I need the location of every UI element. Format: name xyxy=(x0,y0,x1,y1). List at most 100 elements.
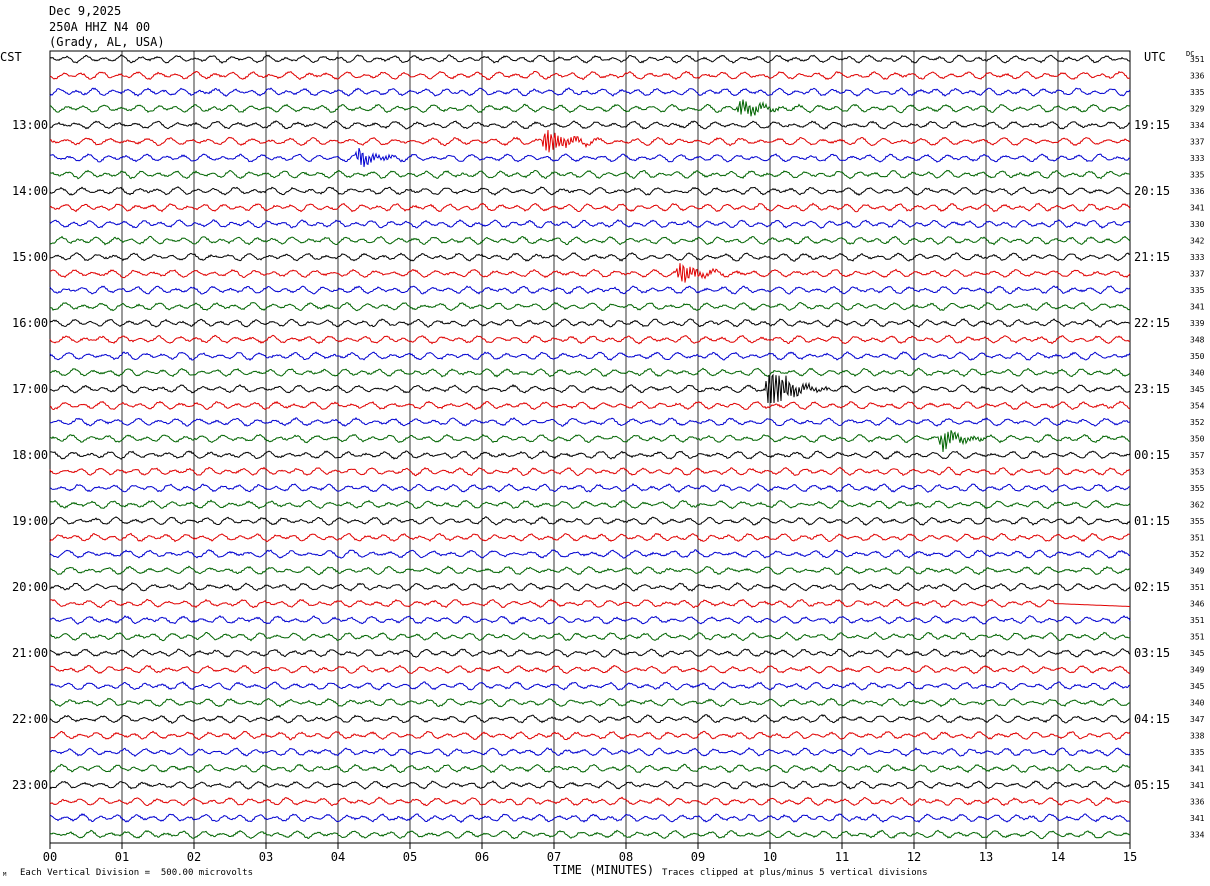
x-tick-label: 03 xyxy=(259,850,273,864)
x-axis-label: TIME (MINUTES) xyxy=(553,863,655,877)
clip-note: Traces clipped at plus/minus 5 vertical … xyxy=(662,868,928,878)
seismic-trace xyxy=(50,120,1131,130)
left-hour-label: 19:00 xyxy=(12,514,48,528)
dc-offset-label: 336 xyxy=(1190,72,1205,81)
seismic-trace xyxy=(49,549,1131,559)
left-hour-label: 22:00 xyxy=(12,712,48,726)
seismic-trace xyxy=(49,747,1131,758)
right-hour-label: 02:15 xyxy=(1134,580,1170,594)
seismic-trace xyxy=(49,54,1131,64)
seismic-trace xyxy=(49,263,1131,283)
seismic-trace xyxy=(49,186,1131,197)
x-tick-label: 06 xyxy=(475,850,489,864)
seismic-trace xyxy=(49,714,1130,724)
seismic-trace xyxy=(49,499,1131,510)
right-hour-label: 03:15 xyxy=(1134,646,1170,660)
seismic-trace xyxy=(49,235,1131,246)
dc-offset-label: 362 xyxy=(1190,501,1205,510)
right-hour-label: 05:15 xyxy=(1134,778,1170,792)
dc-offset-label: 329 xyxy=(1190,105,1205,114)
right-hour-label: 21:15 xyxy=(1134,250,1170,264)
seismic-trace xyxy=(49,129,1131,153)
right-hour-label: 01:15 xyxy=(1134,514,1170,528)
seismic-trace xyxy=(49,466,1131,477)
x-tick-label: 09 xyxy=(691,850,705,864)
seismic-trace xyxy=(49,780,1131,790)
dc-offset-label: 355 xyxy=(1190,517,1205,526)
dc-offset-label: 345 xyxy=(1190,682,1205,691)
chart-location: (Grady, AL, USA) xyxy=(49,35,165,49)
seismic-trace xyxy=(49,582,1131,592)
left-timezone-label: CST xyxy=(0,50,22,64)
dc-offset-label: 341 xyxy=(1190,765,1205,774)
x-tick-label: 05 xyxy=(403,850,417,864)
dc-offset-label: 351 xyxy=(1190,534,1205,543)
x-tick-label: 13 xyxy=(979,850,993,864)
seismic-trace xyxy=(49,697,1131,708)
x-tick-label: 08 xyxy=(619,850,633,864)
seismic-trace xyxy=(49,202,1131,213)
dc-offset-label: 337 xyxy=(1190,270,1205,279)
dc-offset-label: 351 xyxy=(1190,55,1205,64)
dc-offset-label: 335 xyxy=(1190,748,1205,757)
seismic-trace xyxy=(49,373,1131,404)
seismic-trace xyxy=(49,565,1131,576)
corner-mark: ᴹ xyxy=(2,872,8,882)
seismic-trace xyxy=(49,334,1131,345)
scale-note: Each Vertical Division = 500.00 microvol… xyxy=(20,868,253,878)
dc-offset-label: 330 xyxy=(1190,220,1205,229)
dc-offset-label: 345 xyxy=(1190,649,1205,658)
dc-offset-label: 333 xyxy=(1190,253,1205,262)
seismic-trace xyxy=(49,796,1130,807)
dc-offset-label: 350 xyxy=(1190,352,1205,361)
x-tick-label: 14 xyxy=(1051,850,1065,864)
left-hour-label: 18:00 xyxy=(12,448,48,462)
dc-offset-label: 338 xyxy=(1190,732,1205,741)
dc-offset-label: 348 xyxy=(1190,336,1205,345)
dc-offset-label: 335 xyxy=(1190,171,1205,180)
seismic-trace xyxy=(49,219,1131,229)
seismic-trace xyxy=(49,169,1131,180)
left-hour-label: 16:00 xyxy=(12,316,48,330)
seismic-trace xyxy=(49,99,1131,117)
dc-offset-label: 339 xyxy=(1190,319,1205,328)
left-hour-label: 13:00 xyxy=(12,118,48,132)
dc-offset-label: 341 xyxy=(1190,781,1205,790)
x-tick-label: 00 xyxy=(43,850,57,864)
plot-frame xyxy=(49,50,1131,844)
x-tick-label: 07 xyxy=(547,850,561,864)
seismic-trace xyxy=(49,449,1131,460)
left-hour-label: 20:00 xyxy=(12,580,48,594)
left-hour-label: 14:00 xyxy=(12,184,48,198)
seismic-trace xyxy=(49,367,1131,378)
dc-offset-label: 340 xyxy=(1190,699,1205,708)
dc-offset-label: 335 xyxy=(1190,88,1205,97)
x-tick-label: 11 xyxy=(835,850,849,864)
seismic-trace xyxy=(49,147,1131,168)
seismic-trace xyxy=(49,87,1131,97)
dc-offset-label: 334 xyxy=(1190,831,1205,840)
x-tick-label: 15 xyxy=(1123,850,1137,864)
seismic-trace xyxy=(50,430,1131,452)
right-hour-label: 04:15 xyxy=(1134,712,1170,726)
chart-date: Dec 9,2025 xyxy=(49,4,122,18)
dc-offset-label: 342 xyxy=(1190,237,1205,246)
seismic-trace xyxy=(49,515,1131,526)
x-tick-label: 04 xyxy=(331,850,345,864)
dc-offset-label: 345 xyxy=(1190,385,1205,394)
dc-offset-label: 336 xyxy=(1190,798,1205,807)
seismic-trace xyxy=(49,285,1131,295)
seismic-trace xyxy=(49,631,1131,642)
dc-offset-header: DC xyxy=(1186,50,1195,58)
seismic-trace xyxy=(49,416,1131,427)
dc-offset-label: 341 xyxy=(1190,303,1205,312)
dc-offset-label: 352 xyxy=(1190,418,1205,427)
seismic-trace xyxy=(49,532,1130,543)
right-hour-label: 22:15 xyxy=(1134,316,1170,330)
right-hour-label: 19:15 xyxy=(1134,118,1170,132)
left-hour-label: 17:00 xyxy=(12,382,48,396)
dc-offset-label: 352 xyxy=(1190,550,1205,559)
seismic-trace xyxy=(49,648,1131,658)
dc-offset-label: 341 xyxy=(1190,814,1205,823)
